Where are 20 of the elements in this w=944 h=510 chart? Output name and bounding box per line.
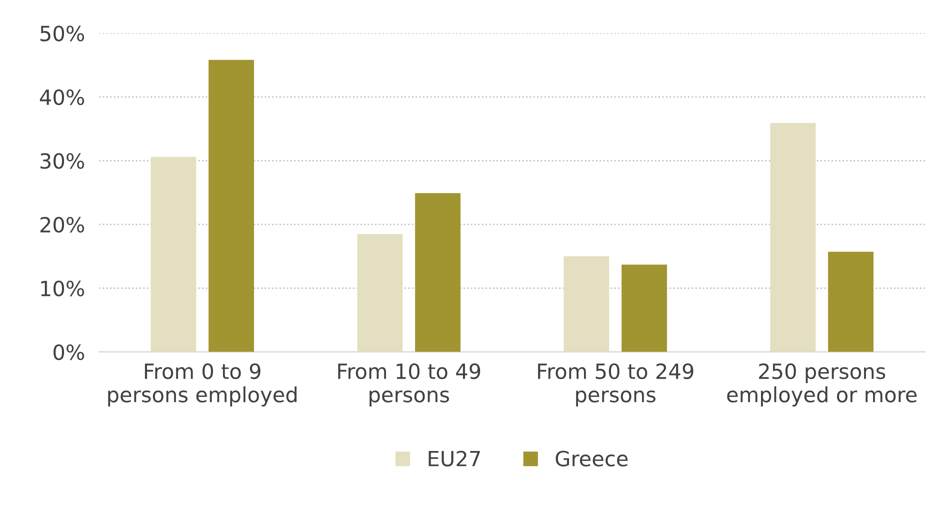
y-tick-label: 40% bbox=[40, 89, 84, 106]
x-tick-label: 250 persons employed or more bbox=[727, 363, 917, 407]
bar bbox=[770, 123, 816, 352]
y-tick-label: 50% bbox=[40, 26, 84, 42]
bar bbox=[357, 234, 403, 352]
y-tick-label: 0% bbox=[54, 344, 84, 360]
x-tick-label: From 50 to 249 persons bbox=[538, 363, 694, 407]
bar bbox=[208, 60, 254, 352]
bar bbox=[415, 193, 460, 352]
legend-label: Greece bbox=[556, 450, 628, 466]
legend-label: EU27 bbox=[428, 450, 480, 466]
bar bbox=[150, 156, 196, 352]
bar bbox=[828, 252, 874, 352]
x-tick-label: From 0 to 9 persons employed bbox=[108, 363, 297, 407]
bar bbox=[622, 264, 667, 352]
y-tick-label: 30% bbox=[40, 153, 84, 169]
x-tick-label: From 10 to 49 persons bbox=[338, 363, 480, 407]
y-tick-label: 20% bbox=[40, 216, 84, 233]
y-tick-label: 10% bbox=[41, 280, 84, 296]
bar bbox=[564, 256, 610, 352]
